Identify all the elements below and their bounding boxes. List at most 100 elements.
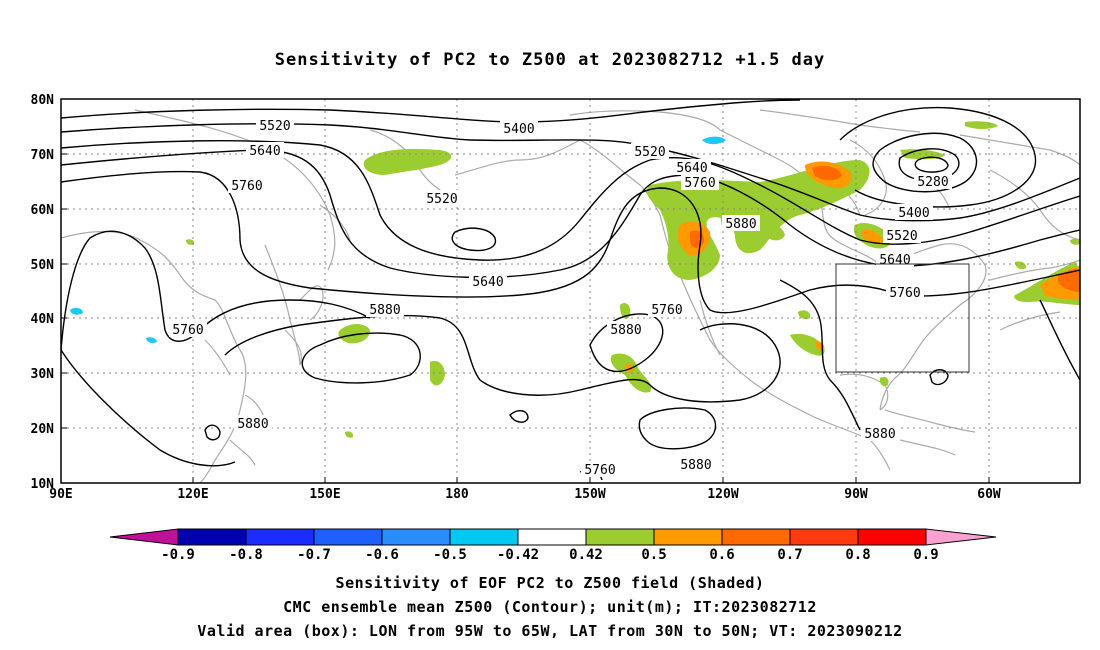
colorbar-label: -0.5 bbox=[433, 547, 467, 563]
colorbar-label: -0.8 bbox=[229, 547, 263, 563]
sensitivity-patch bbox=[70, 307, 83, 315]
contour-label-bg bbox=[648, 301, 686, 317]
colorbar-label: -0.6 bbox=[365, 547, 399, 563]
colorbar-label: -0.9 bbox=[161, 547, 195, 563]
contour-label: 5760 bbox=[231, 179, 262, 194]
lon-tick-label: 90W bbox=[844, 487, 868, 502]
contour-label: 5880 bbox=[237, 417, 268, 432]
colorbar-label: -0.42 bbox=[497, 547, 539, 563]
contour-label: 5640 bbox=[879, 253, 910, 268]
sensitivity-patch bbox=[790, 333, 825, 356]
colorbar-segment bbox=[789, 528, 859, 546]
colorbar-segment bbox=[449, 528, 519, 546]
contour-label: 5640 bbox=[249, 144, 280, 159]
chart-title: Sensitivity of PC2 to Z500 at 2023082712… bbox=[274, 50, 826, 70]
contour-label-bg bbox=[895, 204, 933, 220]
contour-label-bg bbox=[581, 461, 619, 477]
contour-label-bg bbox=[681, 174, 719, 190]
contour-label: 5760 bbox=[651, 303, 682, 318]
lon-tick-label: 180 bbox=[445, 487, 469, 502]
contour-label: 5400 bbox=[898, 206, 929, 221]
contour-label: 5760 bbox=[889, 286, 920, 301]
contour-label: 5880 bbox=[725, 217, 756, 232]
contour-label-bg bbox=[883, 227, 921, 243]
colorbar-label: -0.7 bbox=[297, 547, 331, 563]
contour-label-bg bbox=[256, 117, 294, 133]
lon-tick-label: 120E bbox=[177, 487, 208, 502]
plot-frame bbox=[60, 98, 1081, 484]
lon-tick-label: 150W bbox=[574, 487, 605, 502]
colorbar-segment bbox=[313, 528, 383, 546]
sensitivity-patch bbox=[345, 431, 354, 438]
colorbar-segment bbox=[585, 528, 655, 546]
contour-label: 5880 bbox=[864, 427, 895, 442]
contour-label-bg bbox=[886, 284, 924, 300]
sensitivity-patch bbox=[1058, 269, 1080, 292]
colorbar-label: 0.5 bbox=[641, 547, 666, 563]
lat-tick-label: 70N bbox=[31, 148, 55, 163]
lon-tick-label: 120W bbox=[707, 487, 738, 502]
sensitivity-patch bbox=[702, 136, 726, 145]
contour-label-bg bbox=[423, 190, 461, 206]
contour-label: 5880 bbox=[680, 458, 711, 473]
lat-tick-label: 60N bbox=[31, 203, 55, 218]
contour-label: 5520 bbox=[259, 119, 290, 134]
contour-label-bg bbox=[673, 159, 711, 175]
contour-label-bg bbox=[631, 143, 669, 159]
contour-label: 5760 bbox=[172, 323, 203, 338]
colorbar-left-triangle bbox=[109, 528, 179, 546]
sensitivity-patch bbox=[812, 165, 842, 181]
sensitivity-patch bbox=[965, 121, 998, 129]
z500-contours bbox=[61, 99, 1080, 481]
sensitivity-patch bbox=[146, 337, 157, 343]
colorbar: -0.9 -0.8 -0.7 -0.6 -0.5 -0.42 0.42 0.5 0.6 0.7 0.… bbox=[109, 528, 997, 563]
contour-label-bg bbox=[366, 301, 404, 317]
lon-tick-label: 150E bbox=[309, 487, 340, 502]
lat-tick-label: 30N bbox=[31, 367, 55, 382]
contour-label-bg bbox=[861, 425, 899, 441]
contour-label: 5520 bbox=[634, 145, 665, 160]
lat-tick-label: 40N bbox=[31, 312, 55, 327]
colorbar-segment bbox=[177, 528, 247, 546]
contour-label-bg bbox=[228, 177, 266, 193]
footer-line-1: Sensitivity of EOF PC2 to Z500 field (Sh… bbox=[335, 574, 765, 592]
colorbar-segment bbox=[517, 528, 587, 546]
contour-label: 5880 bbox=[369, 303, 400, 318]
lat-tick-label: 50N bbox=[31, 258, 55, 273]
colorbar-label: 0.6 bbox=[709, 547, 734, 563]
coastlines bbox=[61, 109, 1080, 483]
lat-tick-label: 80N bbox=[31, 93, 55, 108]
sensitivity-patch bbox=[430, 360, 445, 386]
lon-tick-label: 60W bbox=[977, 487, 1001, 502]
sensitivity-patch bbox=[760, 223, 785, 241]
contour-label: 5400 bbox=[503, 122, 534, 137]
contour-label-bg bbox=[469, 273, 507, 289]
lat-tick-label: 10N bbox=[31, 477, 55, 492]
contour-label: 5280 bbox=[917, 175, 948, 190]
contour-label-bg bbox=[914, 173, 952, 189]
footer-line-2: CMC ensemble mean Z500 (Contour); unit(m… bbox=[283, 598, 817, 616]
contour-label: 5520 bbox=[426, 192, 457, 207]
sensitivity-patch bbox=[363, 149, 452, 175]
colorbar-segment bbox=[721, 528, 791, 546]
colorbar-segment bbox=[653, 528, 723, 546]
contour-label-bg bbox=[722, 215, 760, 231]
colorbar-segment bbox=[245, 528, 315, 546]
sensitivity-patch bbox=[879, 376, 889, 387]
colorbar-segment bbox=[857, 528, 927, 546]
valid-area-box bbox=[835, 263, 970, 373]
contour-label-bg bbox=[677, 456, 715, 472]
contour-label: 5640 bbox=[676, 161, 707, 176]
contour-label: 5640 bbox=[472, 275, 503, 290]
sensitivity-patch bbox=[338, 324, 370, 344]
contour-label: 5880 bbox=[610, 323, 641, 338]
contour-label-bg bbox=[246, 142, 284, 158]
sensitivity-patch bbox=[186, 239, 195, 245]
sensitivity-patch bbox=[1015, 261, 1027, 270]
contour-label-bg bbox=[500, 120, 538, 136]
sensitivity-patch bbox=[798, 310, 811, 320]
colorbar-label: 0.7 bbox=[777, 547, 802, 563]
colorbar-label: 0.42 bbox=[569, 547, 603, 563]
lat-lon-grid bbox=[61, 99, 1080, 483]
